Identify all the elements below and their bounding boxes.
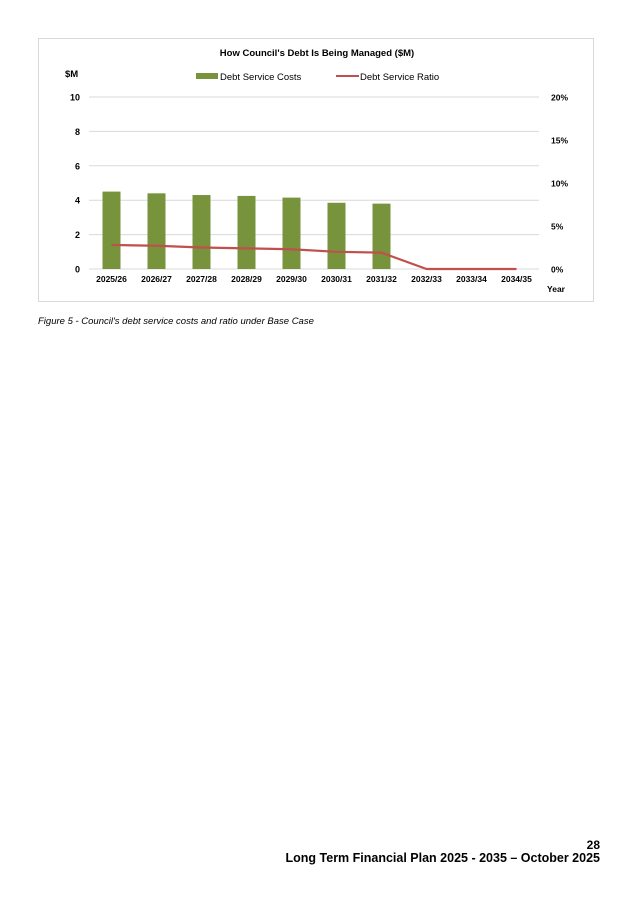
bar-debt-service-costs — [147, 193, 166, 269]
x-tick-label: 2033/34 — [456, 274, 487, 284]
bar-debt-service-costs — [282, 197, 301, 269]
y-right-tick-label: 5% — [551, 222, 564, 232]
y-right-tick-label: 20% — [551, 93, 568, 103]
line-debt-service-ratio — [111, 243, 517, 271]
y-left-tick-label: 2 — [75, 230, 80, 240]
legend-label-debt-service-costs: Debt Service Costs — [220, 72, 302, 83]
y-left-tick-label: 8 — [75, 127, 80, 137]
y-left-tick-label: 10 — [70, 93, 80, 103]
x-tick-label: 2026/27 — [141, 274, 172, 284]
figure-caption: Figure 5 - Council's debt service costs … — [38, 316, 314, 327]
x-tick-label: 2025/26 — [96, 274, 127, 284]
legend-label-debt-service-ratio: Debt Service Ratio — [360, 72, 439, 83]
x-tick-label: 2027/28 — [186, 274, 217, 284]
debt-chart: How Council's Debt Is Being Managed ($M)… — [65, 48, 568, 294]
x-tick-label: 2034/35 — [501, 274, 532, 284]
legend-swatch-debt-service-costs — [196, 73, 218, 79]
page-number: 28 — [586, 838, 600, 852]
y-axis-unit-label: $M — [65, 69, 78, 80]
y-right-tick-label: 15% — [551, 136, 568, 146]
x-axis-title: Year — [547, 284, 566, 294]
bar-debt-service-costs — [237, 195, 256, 269]
document-title: Long Term Financial Plan 2025 - 2035 – O… — [285, 851, 600, 865]
y-left-tick-label: 4 — [75, 196, 80, 206]
y-right-tick-label: 0% — [551, 265, 564, 275]
x-tick-label: 2031/32 — [366, 274, 397, 284]
bar-debt-service-costs — [372, 203, 391, 269]
x-tick-label: 2032/33 — [411, 274, 442, 284]
bar-debt-service-costs — [327, 202, 346, 269]
y-left-tick-label: 6 — [75, 161, 80, 171]
y-left-tick-label: 0 — [75, 265, 80, 275]
y-right-tick-label: 10% — [551, 179, 568, 189]
chart-title: How Council's Debt Is Being Managed ($M) — [220, 48, 414, 59]
bar-debt-service-costs — [102, 191, 121, 269]
chart-container: How Council's Debt Is Being Managed ($M)… — [38, 38, 594, 302]
x-tick-label: 2028/29 — [231, 274, 262, 284]
bar-debt-service-costs — [192, 195, 211, 269]
x-tick-label: 2029/30 — [276, 274, 307, 284]
x-tick-label: 2030/31 — [321, 274, 352, 284]
